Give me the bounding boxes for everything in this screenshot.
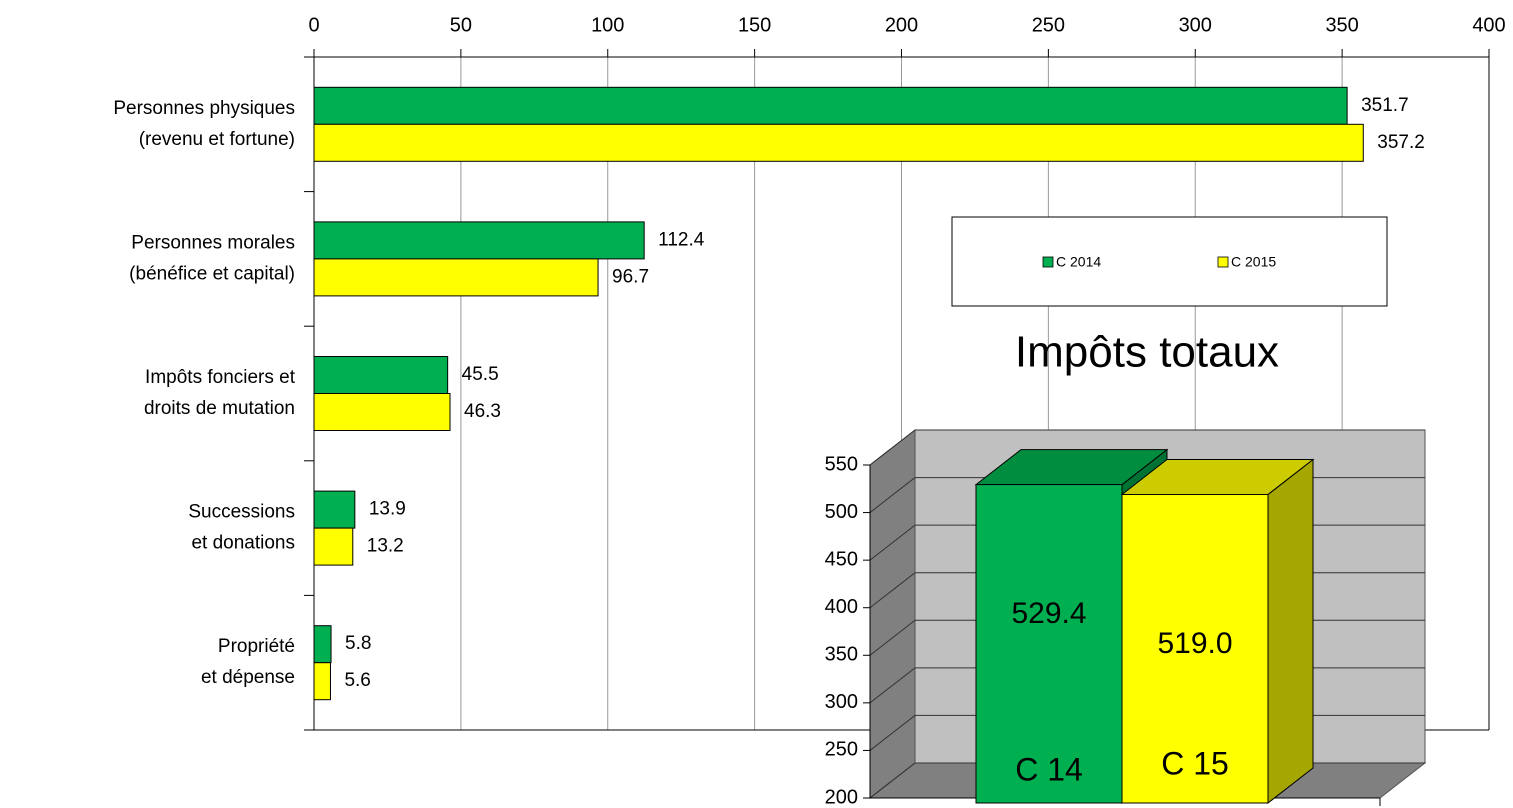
x-tick-label: C 14: [1015, 751, 1083, 787]
grid-line: [869, 477, 916, 513]
y-tick-label: 550: [825, 453, 858, 475]
data-label: 112.4: [658, 229, 705, 250]
y-tick-label: Impôts fonciers et droits de mutation: [144, 367, 296, 419]
x-tick-label: 250: [1032, 14, 1065, 36]
legend-swatch: [1042, 256, 1054, 268]
grid-line: [869, 667, 916, 704]
data-label: 519.0: [1157, 627, 1232, 660]
x-tick-label: 300: [1179, 14, 1212, 36]
data-label: 13.2: [367, 536, 404, 557]
bar: [313, 662, 331, 701]
legend-swatch: [1217, 256, 1229, 268]
grid-line: [869, 715, 916, 751]
bar: [313, 86, 1348, 125]
x-tick-label: 150: [738, 14, 771, 36]
bar: [313, 527, 354, 566]
bar: [313, 221, 645, 260]
chart-title: Impôts totaux: [1015, 328, 1279, 377]
grid-line: [869, 572, 916, 609]
data-label: 46.3: [464, 401, 501, 422]
grid-line: [869, 619, 916, 656]
data-label: 96.7: [612, 266, 649, 287]
y-tick-label: 200: [825, 786, 858, 808]
bar: [313, 123, 1364, 162]
bar: [313, 490, 356, 529]
y-tick-label: 450: [825, 548, 858, 570]
bar: [975, 484, 1123, 804]
data-label: 351.7: [1361, 95, 1409, 116]
data-label: 13.9: [369, 499, 406, 520]
y-tick-label: 500: [825, 501, 858, 523]
y-tick-label: 300: [825, 691, 858, 713]
bar: [1121, 493, 1269, 804]
bar: [313, 393, 451, 431]
data-label: 5.8: [345, 633, 371, 654]
x-tick-label: 100: [591, 14, 624, 36]
bar: [313, 625, 332, 664]
grid-line: [869, 429, 916, 466]
x-tick-label: C 15: [1161, 745, 1229, 781]
bar-side: [1267, 458, 1314, 805]
y-tick-label: Successions et donations: [188, 502, 295, 554]
x-tick-label: 400: [1472, 14, 1505, 36]
x-tick-label: 50: [450, 14, 472, 36]
y-tick-label: Personnes physiques (revenu et fortune): [113, 98, 295, 150]
y-tick-label: Personnes morales (bénéfice et capital): [129, 232, 295, 284]
bar: [313, 258, 599, 297]
bar: [313, 356, 449, 394]
y-tick-label: 400: [825, 596, 858, 618]
data-label: 529.4: [1011, 597, 1086, 630]
data-label: 5.6: [344, 670, 370, 691]
y-tick-label: 250: [825, 739, 858, 761]
x-tick-label: 0: [308, 14, 319, 36]
legend-label: C 2015: [1231, 254, 1276, 270]
grid-line: [869, 524, 916, 561]
legend-box: [951, 216, 1388, 307]
legend-label: C 2014: [1056, 254, 1101, 270]
grid-line: [869, 762, 916, 799]
y-tick-label: Propriété et dépense: [201, 636, 295, 688]
x-tick-label: 350: [1325, 14, 1358, 36]
x-tick-label: 200: [885, 14, 918, 36]
y-tick-label: 350: [825, 644, 858, 666]
side-wall: [869, 428, 916, 800]
data-label: 357.2: [1377, 132, 1425, 153]
data-label: 45.5: [462, 364, 499, 385]
